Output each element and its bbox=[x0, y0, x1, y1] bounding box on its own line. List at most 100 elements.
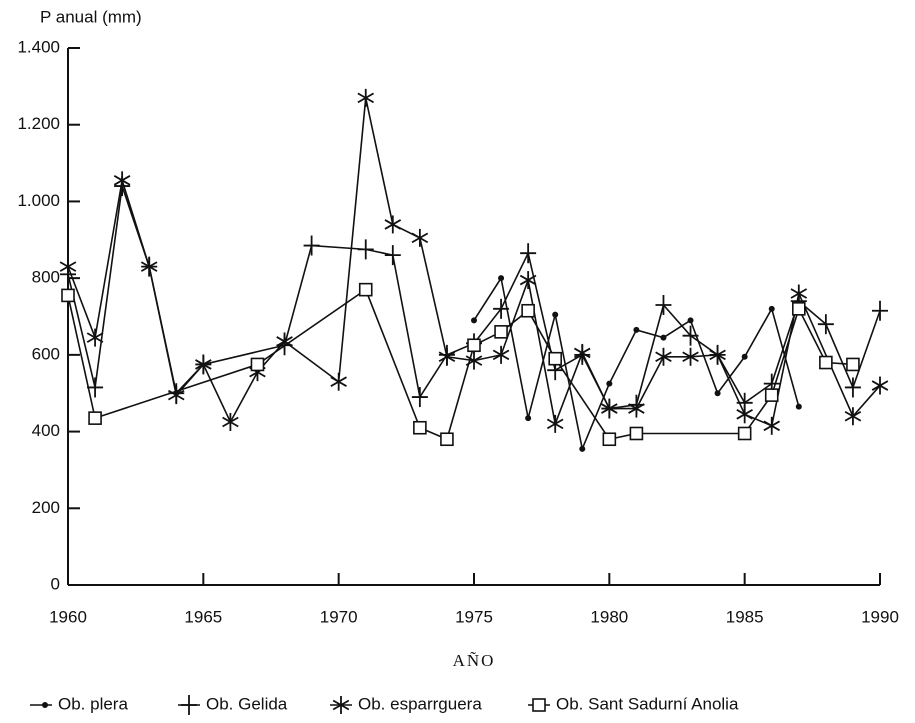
square bbox=[532, 698, 546, 712]
square bbox=[440, 432, 454, 447]
marker-star bbox=[655, 347, 672, 366]
y-axis-label: P anual (mm) bbox=[40, 7, 142, 26]
x-axis-label: AÑO bbox=[453, 651, 496, 670]
marker-star bbox=[357, 88, 375, 107]
marker-circle bbox=[525, 415, 532, 422]
x-tick-label: 1985 bbox=[726, 607, 764, 626]
stroke bbox=[492, 349, 510, 361]
marker-square bbox=[548, 351, 563, 366]
stroke bbox=[276, 336, 293, 347]
marker-star bbox=[140, 257, 158, 276]
stroke bbox=[546, 418, 564, 430]
stroke bbox=[357, 92, 375, 104]
dot bbox=[525, 415, 532, 422]
marker-circle bbox=[552, 311, 559, 318]
marker-square bbox=[602, 432, 617, 447]
marker-star bbox=[871, 376, 889, 395]
y-tick-label: 800 bbox=[32, 268, 60, 287]
dot bbox=[606, 380, 613, 387]
legend-label: Ob. Gelida bbox=[206, 694, 288, 713]
square bbox=[358, 282, 373, 297]
square bbox=[413, 420, 427, 435]
y-tick-label: 400 bbox=[32, 421, 60, 440]
square bbox=[846, 357, 860, 372]
marker-star bbox=[167, 386, 185, 405]
stroke bbox=[682, 351, 699, 363]
dot bbox=[42, 702, 48, 708]
marker-star bbox=[763, 416, 781, 435]
square bbox=[521, 303, 535, 318]
marker-plus bbox=[87, 377, 104, 398]
legend-label: Ob. Sant Sadurní Anolia bbox=[556, 694, 739, 713]
marker-square bbox=[846, 357, 860, 372]
marker-star bbox=[195, 355, 212, 374]
square bbox=[548, 351, 563, 366]
marker-square bbox=[791, 302, 806, 316]
square bbox=[88, 411, 102, 425]
dot bbox=[498, 275, 505, 282]
marker-square bbox=[358, 282, 373, 297]
stroke bbox=[519, 274, 537, 286]
marker-circle bbox=[606, 380, 613, 387]
dot bbox=[552, 311, 559, 318]
series-line bbox=[473, 276, 800, 452]
x-tick-label: 1960 bbox=[49, 607, 87, 626]
marker-star bbox=[332, 696, 350, 714]
dot bbox=[660, 334, 667, 341]
marker-circle bbox=[687, 317, 694, 324]
x-tick-label: 1965 bbox=[184, 607, 222, 626]
stroke bbox=[86, 332, 104, 343]
square bbox=[467, 338, 481, 353]
stroke bbox=[763, 420, 781, 432]
stroke bbox=[844, 410, 862, 422]
stroke bbox=[140, 261, 158, 272]
stroke bbox=[222, 416, 239, 428]
marker-square bbox=[532, 698, 546, 712]
y-tick-label: 1.000 bbox=[17, 191, 60, 210]
x-tick-label: 1990 bbox=[861, 607, 899, 626]
y-tick-label: 1.400 bbox=[17, 37, 60, 56]
legend-label: Ob. esparrguera bbox=[358, 694, 482, 713]
dot bbox=[579, 445, 586, 452]
marker-plus bbox=[872, 300, 888, 321]
marker-star bbox=[709, 345, 726, 364]
square bbox=[629, 426, 644, 441]
marker-plus bbox=[655, 294, 672, 315]
y-tick-label: 0 bbox=[51, 574, 60, 593]
marker-square bbox=[440, 432, 454, 447]
marker-circle bbox=[471, 317, 477, 324]
marker-star bbox=[546, 414, 564, 433]
square bbox=[250, 357, 265, 372]
marker-square bbox=[819, 355, 833, 370]
stroke bbox=[871, 380, 889, 391]
marker-star bbox=[113, 171, 131, 190]
marker-square bbox=[764, 388, 779, 402]
stroke bbox=[601, 403, 618, 414]
marker-star bbox=[844, 407, 862, 426]
stroke bbox=[330, 376, 347, 387]
y-tick-label: 200 bbox=[32, 498, 60, 517]
square bbox=[791, 302, 806, 316]
dot bbox=[633, 326, 640, 333]
series-line bbox=[67, 288, 853, 441]
stroke bbox=[438, 351, 456, 363]
marker-circle bbox=[768, 305, 775, 312]
stroke bbox=[195, 359, 212, 370]
marker-star bbox=[86, 328, 104, 347]
marker-plus bbox=[844, 377, 861, 398]
marker-star bbox=[519, 271, 537, 290]
x-tick-label: 1980 bbox=[590, 607, 628, 626]
marker-star bbox=[682, 347, 699, 366]
y-tick-label: 1.200 bbox=[17, 114, 60, 133]
marker-star bbox=[384, 215, 402, 234]
dot bbox=[687, 317, 694, 324]
marker-star bbox=[628, 399, 645, 418]
stroke bbox=[790, 288, 808, 299]
marker-square bbox=[61, 288, 75, 303]
marker-circle bbox=[660, 334, 667, 341]
x-tick-label: 1975 bbox=[455, 607, 493, 626]
marker-square bbox=[521, 303, 535, 318]
marker-star bbox=[276, 332, 293, 351]
stroke bbox=[332, 699, 350, 711]
